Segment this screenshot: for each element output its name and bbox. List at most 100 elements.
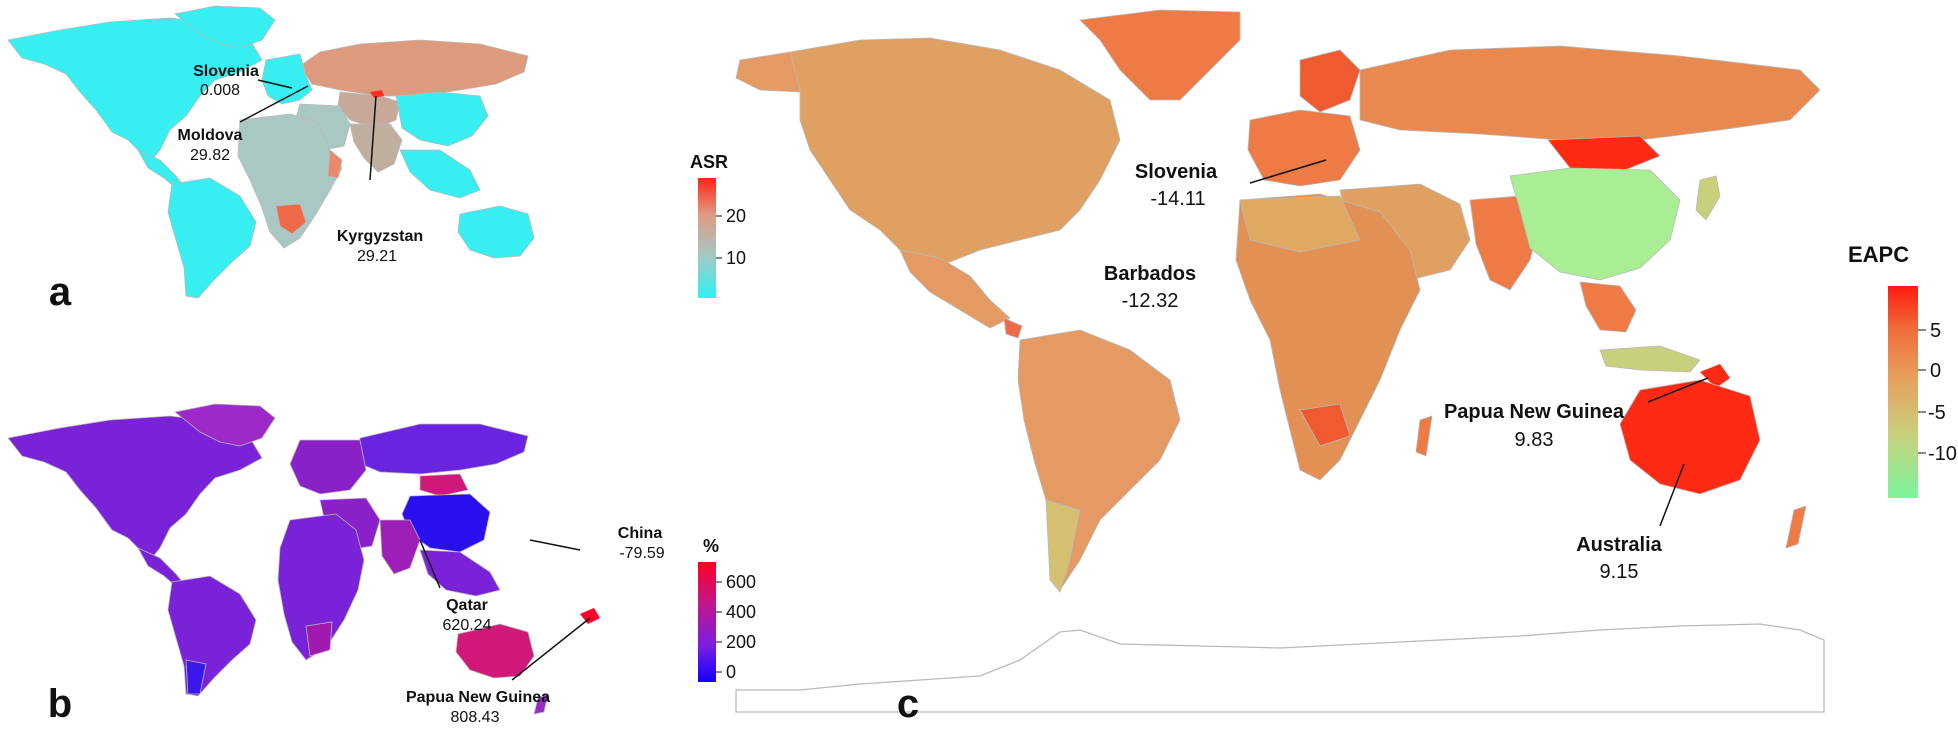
c-europe	[1247, 109, 1361, 187]
legend-a-tick-20: 20	[726, 206, 746, 226]
legend-b-colorbar	[698, 562, 716, 682]
b-label-png-name: Papua New Guinea	[406, 689, 550, 706]
c-leader-slovenia	[1249, 159, 1327, 184]
panel-b-map	[7, 403, 600, 715]
b-mongolia	[419, 473, 469, 497]
legend-b-tick-400: 400	[726, 602, 756, 622]
c-japan	[1695, 175, 1721, 221]
c-label-australia-name: Australia	[1576, 534, 1662, 556]
a-russia	[299, 39, 529, 97]
a-south-america	[167, 177, 257, 299]
legend-a-tick-10: 10	[726, 248, 746, 268]
a-label-kyrgyzstan-name: Kyrgyzstan	[337, 228, 423, 245]
b-australia	[455, 623, 535, 679]
legend-c-tick-neg5: -5	[1928, 402, 1946, 424]
c-label-png-name: Papua New Guinea	[1444, 401, 1625, 423]
c-mexico	[899, 249, 1011, 329]
legend-c-tick-0: 0	[1930, 360, 1941, 382]
panel-c-map	[735, 9, 1825, 713]
a-east-asia	[395, 91, 489, 147]
legend-b-title: %	[703, 536, 719, 556]
a-kyrgyzstan	[370, 90, 384, 98]
b-russia	[355, 423, 529, 475]
b-label-china-name: China	[618, 525, 663, 542]
legend-a-title: ASR	[690, 152, 728, 172]
a-label-kyrgyzstan-value: 29.21	[357, 248, 397, 265]
c-south-america-south	[1045, 499, 1081, 593]
c-label-barbados-value: -12.32	[1122, 290, 1179, 312]
legend-c-tick-neg10: -10	[1928, 443, 1957, 465]
panel-a-labels: Slovenia 0.008 Moldova 29.82 Kyrgyzstan …	[49, 63, 423, 314]
a-southern-africa	[275, 203, 307, 235]
b-south-america-south	[185, 659, 207, 695]
legend-a-colorbar	[698, 178, 716, 298]
b-leader-qatar	[419, 539, 441, 589]
c-madagascar	[1415, 415, 1433, 457]
a-label-slovenia-name: Slovenia	[193, 63, 259, 80]
c-greenland	[1079, 9, 1241, 101]
a-south-asia	[349, 123, 403, 173]
panel-a-map	[7, 5, 535, 299]
b-southern-africa	[305, 621, 333, 657]
a-label-moldova-name: Moldova	[178, 127, 243, 144]
legend-a: ASR 20 10	[690, 152, 746, 298]
legend-b: % 600 400 200 0	[698, 536, 756, 682]
b-papua-new-guinea	[580, 608, 600, 624]
legend-c-title: EAPC	[1848, 242, 1909, 267]
b-new-zealand	[533, 693, 549, 715]
c-leader-australia	[1659, 463, 1685, 527]
legend-b-tick-0: 0	[726, 662, 736, 682]
b-leader-png	[511, 617, 591, 681]
c-indonesia	[1599, 345, 1701, 373]
a-label-slovenia-value: 0.008	[200, 82, 240, 99]
c-leader-png	[1647, 377, 1709, 403]
panel-c-labels: Slovenia -14.11 Barbados -12.32 Papua Ne…	[897, 159, 1709, 726]
a-leader-slovenia	[257, 79, 293, 89]
legend-b-tick-600: 600	[726, 572, 756, 592]
b-label-qatar-name: Qatar	[446, 597, 488, 614]
a-greenland	[174, 5, 276, 49]
c-label-png-value: 9.83	[1515, 429, 1554, 451]
legend-b-tick-200: 200	[726, 632, 756, 652]
panel-a-letter: a	[49, 270, 72, 314]
c-north-america	[789, 37, 1121, 271]
c-label-australia-value: 9.15	[1600, 561, 1639, 583]
a-africa	[237, 113, 343, 249]
panel-b-letter: b	[48, 682, 72, 726]
b-southeast-asia	[419, 549, 501, 597]
a-label-moldova-value: 29.82	[190, 147, 230, 164]
panel-b-labels: China -79.59 Qatar 620.24 Papua New Guin…	[48, 525, 665, 726]
b-europe	[289, 439, 367, 495]
a-leader-kyrgyzstan	[369, 95, 377, 181]
c-scandinavia	[1299, 49, 1361, 113]
c-south-america	[1017, 329, 1181, 591]
c-southern-africa	[1299, 403, 1351, 447]
a-east-africa-strip	[327, 149, 343, 179]
b-label-china-value: -79.59	[619, 545, 664, 562]
legend-c-tick-5: 5	[1930, 320, 1941, 342]
panel-c-letter: c	[897, 682, 919, 726]
c-china	[1509, 167, 1681, 281]
legend-c: EAPC 5 0 -5 -10	[1848, 242, 1957, 498]
a-europe	[261, 53, 313, 105]
c-australia	[1619, 379, 1761, 495]
b-south-america	[167, 575, 257, 697]
c-antarctica-outline	[735, 623, 1825, 713]
c-mongolia	[1547, 135, 1661, 173]
b-label-png-value: 808.43	[451, 709, 500, 726]
legend-c-colorbar	[1888, 286, 1918, 498]
b-leader-china	[529, 539, 581, 551]
c-southeast-asia	[1579, 281, 1637, 333]
c-north-africa	[1239, 195, 1361, 253]
c-label-slovenia-name: Slovenia	[1135, 161, 1218, 183]
c-russia	[1359, 45, 1821, 141]
c-africa	[1235, 193, 1421, 481]
a-australia	[457, 205, 535, 259]
a-southeast-asia	[399, 149, 481, 199]
c-label-slovenia-value: -14.11	[1150, 188, 1205, 210]
c-label-barbados-name: Barbados	[1104, 263, 1196, 285]
c-papua-new-guinea	[1700, 364, 1730, 388]
c-new-zealand	[1785, 505, 1807, 549]
a-leader-moldova	[239, 85, 309, 123]
